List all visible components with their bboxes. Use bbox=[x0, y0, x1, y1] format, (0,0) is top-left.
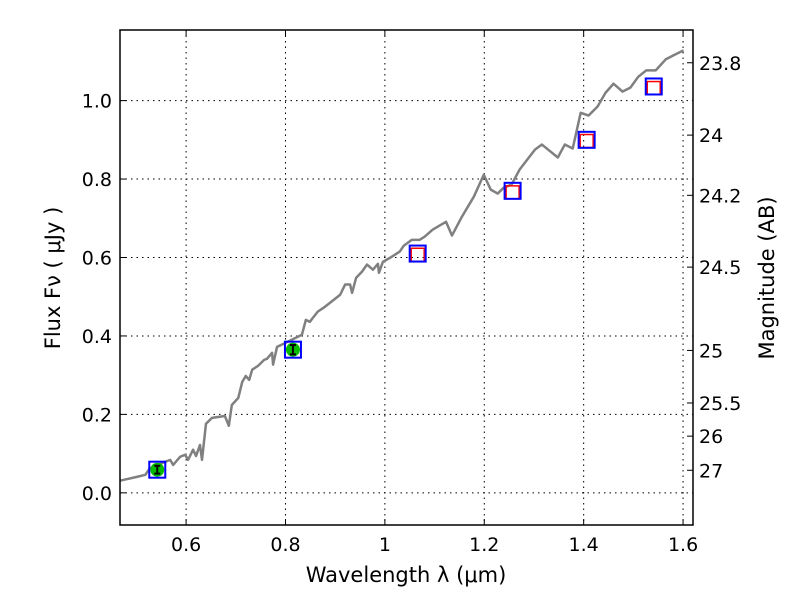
predicted-point bbox=[505, 185, 520, 200]
plot-area bbox=[119, 49, 685, 482]
y-tick-label: 0.0 bbox=[82, 483, 112, 505]
x-axis-label: Wavelength λ (μm) bbox=[306, 563, 507, 587]
error-bar bbox=[154, 464, 161, 475]
x-tick-label: 0.8 bbox=[270, 534, 300, 556]
ticks: 0.6 0.8 1 1.2 1.4 1.6 0.0 0.2 0.4 0.6 0.8 1.0 23.8 24… bbox=[82, 30, 741, 556]
right-tick-label: 26 bbox=[699, 426, 723, 448]
y-tick-label: 1.0 bbox=[82, 91, 112, 113]
predicted-point bbox=[410, 247, 425, 263]
synthetic-point bbox=[408, 244, 427, 263]
right-tick-label: 24.2 bbox=[699, 185, 741, 207]
right-tick-label: 24 bbox=[699, 125, 723, 147]
x-tick-label: 1 bbox=[379, 534, 391, 556]
y-tick-label: 0.4 bbox=[82, 326, 112, 348]
predicted-point bbox=[646, 80, 661, 96]
y-tick-label: 0.2 bbox=[82, 404, 112, 426]
spectrum-line bbox=[119, 49, 685, 482]
y-tick-label: 0.6 bbox=[82, 247, 112, 269]
right-tick-label: 25 bbox=[699, 340, 723, 362]
grid bbox=[120, 30, 693, 525]
x-tick-label: 1.2 bbox=[469, 534, 499, 556]
x-tick-label: 0.6 bbox=[171, 534, 201, 556]
synthetic-point bbox=[644, 77, 663, 96]
axes-frame bbox=[119, 29, 694, 526]
right-tick-label: 23.8 bbox=[699, 53, 741, 75]
x-tick-label: 1.6 bbox=[668, 534, 698, 556]
synthetic-point bbox=[577, 130, 596, 149]
right-axis-label: Magnitude (AB) bbox=[755, 196, 779, 359]
synthetic-point bbox=[283, 340, 302, 359]
error-bar bbox=[289, 343, 296, 356]
y-tick-label: 0.8 bbox=[82, 169, 112, 191]
right-tick-label: 25.5 bbox=[699, 393, 741, 415]
predicted-point bbox=[579, 133, 594, 149]
right-tick-label: 24.5 bbox=[699, 257, 741, 279]
x-tick-label: 1.4 bbox=[569, 534, 599, 556]
synthetic-point bbox=[148, 460, 167, 479]
synthetic-point bbox=[503, 181, 522, 200]
right-tick-label: 27 bbox=[699, 460, 723, 482]
y-axis-label: Flux Fν ( μJy ) bbox=[41, 207, 65, 350]
